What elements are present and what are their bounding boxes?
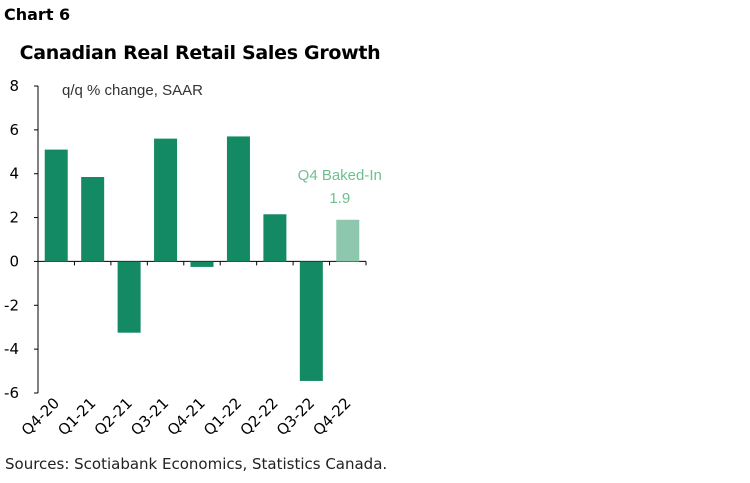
x-tick-label: Q1-22 [200,394,245,439]
bar-baked-in [336,219,360,262]
y-tick-label: 4 [9,165,19,183]
baked-in-annotation: Q4 Baked-In [298,167,382,184]
y-tick-label: -2 [4,296,19,314]
x-tick-label: Q3-22 [273,394,318,439]
bar [81,177,105,262]
x-tick-label: Q3-21 [127,394,172,439]
x-tick-label: Q2-21 [91,394,136,439]
bar [190,261,214,267]
y-tick-label: -6 [4,384,19,402]
bar [263,214,287,262]
bar [44,149,68,262]
y-tick-label: 8 [9,77,19,95]
y-tick-label: 2 [9,209,19,227]
bar [299,261,323,381]
bar [226,136,250,262]
y-tick-label: -4 [4,340,19,358]
bar [117,261,141,333]
bar [154,138,178,262]
x-tick-label: Q4-20 [18,394,63,439]
chart-title: Canadian Real Retail Sales Growth [19,42,381,64]
x-tick-label: Q4-21 [164,394,209,439]
y-tick-label: 6 [9,121,19,139]
x-tick-label: Q2-22 [237,394,282,439]
y-axis-note: q/q % change, SAAR [62,82,203,99]
source-note: Sources: Scotiabank Economics, Statistic… [5,455,388,473]
baked-in-value-label: 1.9 [329,190,350,207]
x-tick-label: Q4-22 [309,394,354,439]
x-tick-label: Q1-21 [54,394,99,439]
chart-number-label: Chart 6 [4,5,71,24]
y-tick-label: 0 [9,252,19,270]
